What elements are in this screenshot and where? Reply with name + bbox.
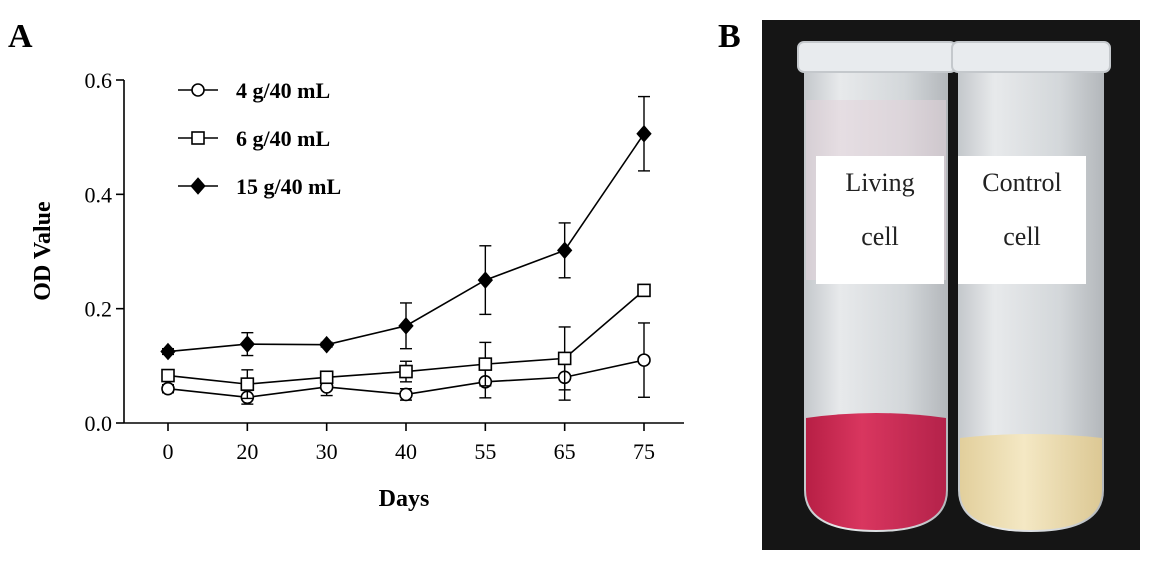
x-tick-label: 75 [633,439,655,464]
x-tick-label: 40 [395,439,417,464]
panel-label-b: B [718,18,741,55]
x-tick-label: 0 [163,439,174,464]
x-axis-label: Days [379,486,430,512]
y-axis-label: OD Value [30,201,56,301]
y-tick-label: 0.2 [85,297,113,322]
legend-label: 6 g/40 mL [236,126,330,151]
y-tick-label: 0.0 [85,411,113,436]
od-line-chart: 0.0 0.2 0.4 0.6 0 20 30 40 55 65 75 4 g/40 mL 6 g/4… [30,68,684,512]
control-cell-label: Control cell [958,156,1086,284]
legend-label: 4 g/40 mL [236,78,330,103]
test-tubes-illustration [762,20,1140,550]
x-tick-label: 55 [474,439,496,464]
living-cell-tube [797,41,957,532]
data-point [319,370,334,385]
data-point [398,317,414,335]
test-tube-photo: Living cell Control cell [762,20,1140,550]
data-point [161,368,175,383]
control-cell-tube [951,41,1111,532]
legend-label: 15 g/40 mL [236,174,341,199]
panel-label-a: A [8,18,33,55]
data-point [399,364,413,379]
data-point [399,387,413,402]
data-point [239,335,255,353]
living-cell-label-line2: cell [861,222,899,251]
living-cell-label-line1: Living [845,168,915,197]
data-point [637,283,651,298]
data-point [477,271,493,289]
control-tube-cap [951,41,1111,73]
living-cell-label: Living cell [816,156,944,284]
data-point [557,351,572,366]
legend-marker [190,177,206,195]
y-tick-label: 0.6 [85,68,113,93]
x-tick-label: 20 [236,439,258,464]
data-point [637,353,651,367]
data-point [319,335,335,354]
data-point [160,342,176,361]
data-point [478,357,493,371]
control-cell-label-line1: Control [982,168,1062,197]
living-tube-cap [797,41,957,73]
x-tick-label: 30 [316,439,338,464]
series-3 [160,95,652,361]
data-point [240,377,255,391]
chart-series [160,95,652,405]
data-point [161,381,175,396]
x-tick-label: 65 [554,439,576,464]
control-cell-liquid [960,434,1102,530]
legend-marker [191,131,205,145]
series-2 [161,283,651,400]
y-tick-label: 0.4 [85,182,113,207]
data-point [636,124,652,143]
legend-marker [191,83,205,97]
data-point [557,241,573,260]
living-cell-liquid [806,413,946,530]
chart-axes: 0.0 0.2 0.4 0.6 0 20 30 40 55 65 75 [85,68,684,464]
chart-legend: 4 g/40 mL 6 g/40 mL 15 g/40 mL [178,78,341,199]
control-cell-label-line2: cell [1003,222,1041,251]
